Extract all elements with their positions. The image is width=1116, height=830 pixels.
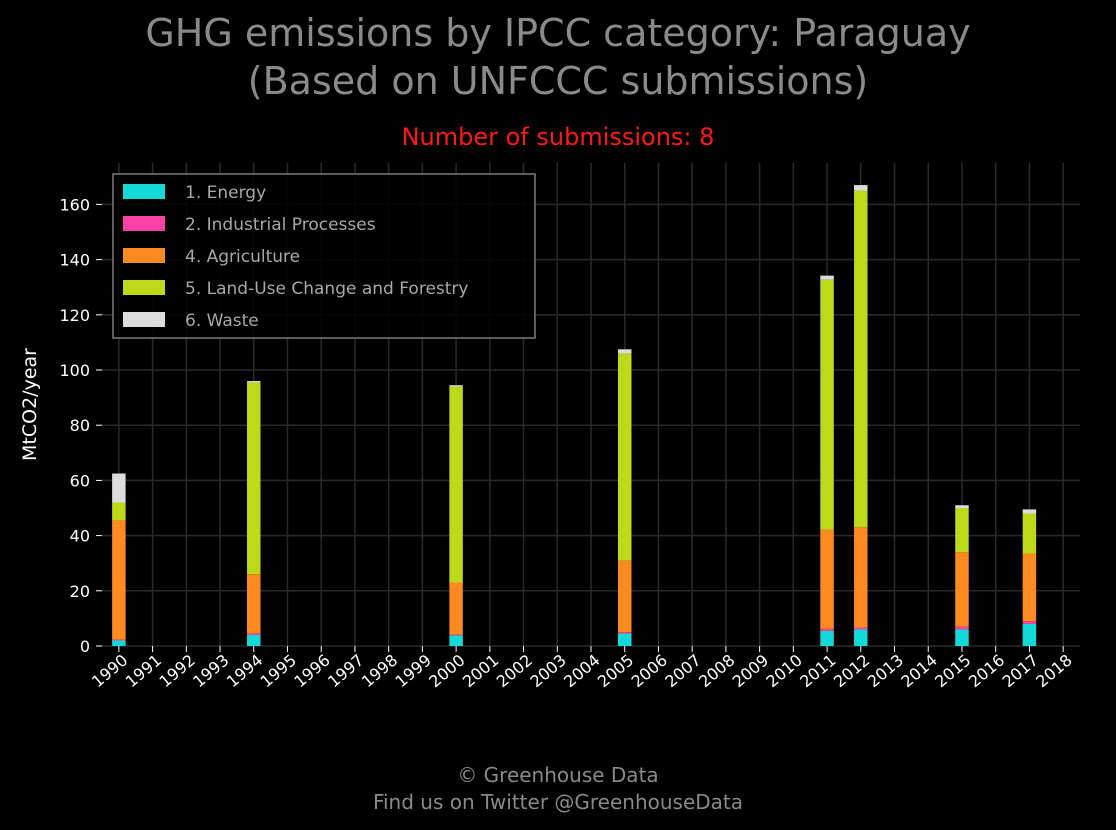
x-tick-label: 2000 (425, 651, 468, 692)
bar-segment (449, 385, 463, 387)
y-tick-label: 60 (70, 471, 90, 490)
y-tick-label: 40 (70, 527, 90, 546)
bar-segment (955, 626, 969, 630)
x-tick-label: 2006 (628, 651, 671, 692)
bar-segment (854, 627, 868, 630)
bar-segment (449, 634, 463, 636)
x-tick-label: 2001 (459, 651, 502, 692)
bar-segment (617, 633, 632, 646)
bar-segment (112, 639, 126, 641)
x-tick-label: 2010 (763, 651, 806, 692)
y-tick-label: 0 (80, 637, 90, 656)
bar-segment (820, 628, 834, 631)
bar-segment (854, 629, 868, 646)
x-tick-label: 1999 (392, 651, 435, 692)
bar-segment (820, 275, 834, 280)
x-tick-label: 2002 (493, 651, 536, 692)
x-tick-label: 2015 (931, 651, 974, 692)
bar-segment (955, 508, 969, 553)
bar-segment (955, 552, 969, 627)
x-tick-label: 2004 (560, 651, 603, 692)
y-tick-label: 140 (59, 251, 90, 270)
bar-segment (955, 629, 969, 646)
x-tick-label: 2018 (1032, 651, 1075, 692)
legend-label: 4. Agriculture (185, 247, 300, 267)
legend-label: 5. Land-Use Change and Forestry (185, 279, 468, 299)
bar-segment (112, 473, 126, 503)
x-tick-label: 2003 (526, 651, 569, 692)
x-tick-label: 1994 (223, 651, 266, 692)
legend-swatch (123, 248, 165, 263)
bar-segment (617, 560, 632, 633)
y-tick-label: 100 (59, 361, 90, 380)
bar-segment (449, 635, 463, 646)
bar-segment (617, 632, 632, 634)
legend-swatch (123, 184, 165, 199)
bar-segment (820, 630, 834, 646)
x-tick-label: 2014 (897, 651, 940, 692)
x-tick-label: 2012 (830, 651, 873, 692)
x-tick-label: 2011 (796, 651, 839, 692)
bar-segment (112, 640, 126, 646)
y-tick-label: 20 (70, 582, 90, 601)
legend: 1. Energy 2. Industrial Processes 4. Agric… (112, 173, 536, 339)
bar-segment (820, 529, 834, 629)
bar-segment (854, 527, 868, 628)
x-tick-label: 2009 (729, 651, 772, 692)
legend-swatch (123, 312, 165, 327)
bar-segment (1022, 509, 1037, 514)
x-tick-label: 2005 (594, 651, 637, 692)
legend-label: 1. Energy (185, 183, 266, 203)
chart-subtitle: Number of submissions: 8 (401, 123, 715, 151)
legend-box (112, 173, 536, 339)
x-tick-label: 1993 (189, 651, 232, 692)
y-tick-label: 80 (70, 416, 90, 435)
x-tick-label: 2017 (999, 651, 1042, 692)
y-tick-label: 120 (59, 306, 90, 325)
y-axis-label: MtCO2/year (19, 348, 41, 461)
bar-segment (820, 279, 834, 530)
legend-swatch (123, 216, 165, 231)
legend-swatch (123, 280, 165, 295)
x-tick-label: 2013 (864, 651, 907, 692)
legend-label: 6. Waste (185, 311, 259, 331)
chart-title-line1: GHG emissions by IPCC category: Paraguay (145, 11, 971, 55)
bar-segment (854, 185, 868, 191)
legend-label: 2. Industrial Processes (185, 215, 376, 235)
x-tick-label: 1998 (358, 651, 401, 692)
bar-segment (449, 582, 463, 635)
x-tick-label: 1991 (122, 651, 165, 692)
bar-segment (1022, 621, 1037, 624)
bars-layer (112, 185, 1037, 646)
bar-segment (617, 353, 632, 561)
bar-segment (617, 349, 632, 354)
y-tick-label: 160 (59, 195, 90, 214)
footer-twitter: Find us on Twitter @GreenhouseData (372, 790, 744, 814)
bar-segment (247, 382, 261, 575)
x-tick-label: 2016 (965, 651, 1008, 692)
x-tick-label: 2007 (661, 651, 704, 692)
bar-segment (449, 386, 463, 583)
bar-segment (1022, 553, 1037, 622)
bar-segment (247, 634, 261, 646)
x-tick-label: 1992 (155, 651, 198, 692)
x-tick-label: 1996 (290, 651, 333, 692)
bar-segment (1022, 513, 1037, 554)
bar-segment (1022, 623, 1037, 646)
bar-segment (955, 505, 969, 508)
bar-segment (112, 520, 126, 640)
x-tick-label: 2008 (695, 651, 738, 692)
x-tick-label: 1990 (88, 651, 131, 692)
bar-segment (854, 190, 868, 528)
bar-segment (247, 633, 261, 635)
chart-title-line2: (Based on UNFCCC submissions) (247, 59, 869, 103)
x-tick-label: 1995 (257, 651, 300, 692)
bar-segment (112, 502, 126, 521)
footer-copyright: © Greenhouse Data (457, 763, 659, 787)
bar-segment (247, 381, 261, 383)
bar-segment (247, 574, 261, 634)
x-tick-label: 1997 (324, 651, 367, 692)
